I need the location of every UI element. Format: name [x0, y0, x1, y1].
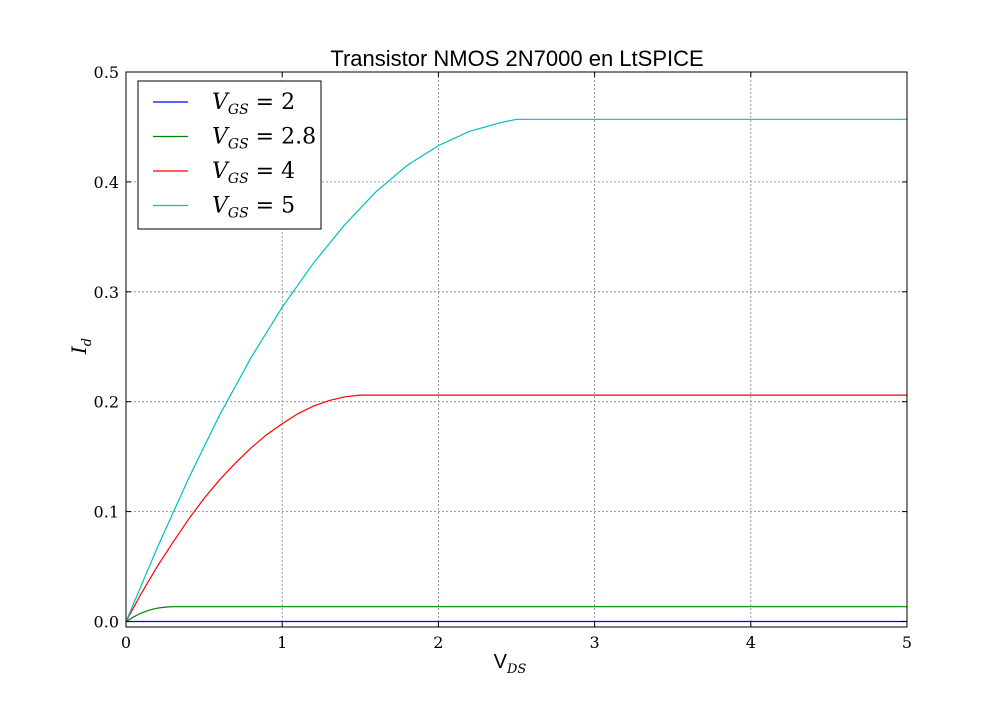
y-tick-label: 0.0: [94, 613, 119, 632]
x-tick-label: 5: [902, 633, 912, 652]
plot-lines: [125, 118, 907, 623]
series-line-3: [125, 394, 907, 622]
chart-title: Transistor NMOS 2N7000 en LtSPICE: [330, 46, 703, 71]
x-tick-label: 0: [121, 633, 131, 652]
plot-frame: [125, 71, 908, 628]
legend-box: [137, 80, 322, 230]
y-tick-label: 0.3: [94, 283, 119, 302]
series-line-2: [125, 606, 907, 623]
x-axis-label: VDS: [494, 651, 527, 677]
x-tick-label: 2: [433, 633, 443, 652]
legend-label-2: VGS = 2.8: [212, 125, 316, 153]
y-axis-label: Id: [67, 338, 95, 355]
y-tick-label: 0.2: [94, 393, 119, 412]
legend-label-3: VGS = 4: [212, 159, 295, 187]
y-tick-label: 0.1: [94, 503, 119, 522]
x-tick-label: 4: [746, 633, 756, 652]
y-tick-label: 0.5: [94, 63, 119, 82]
legend-label-1: VGS = 2: [212, 90, 295, 118]
x-tick-label: 1: [277, 633, 287, 652]
legend: VGS = 2 VGS = 2.8 VGS = 4 VGS = 5: [137, 80, 322, 230]
y-tick-label: 0.4: [94, 173, 119, 192]
series-line-4: [125, 118, 907, 622]
legend-label-4: VGS = 5: [212, 194, 295, 222]
x-tick-label: 3: [590, 633, 600, 652]
axis-ticks: 0 1 2 3 4 5 0.0 0.1 0.2 0.3 0.4 0.5: [94, 63, 913, 652]
